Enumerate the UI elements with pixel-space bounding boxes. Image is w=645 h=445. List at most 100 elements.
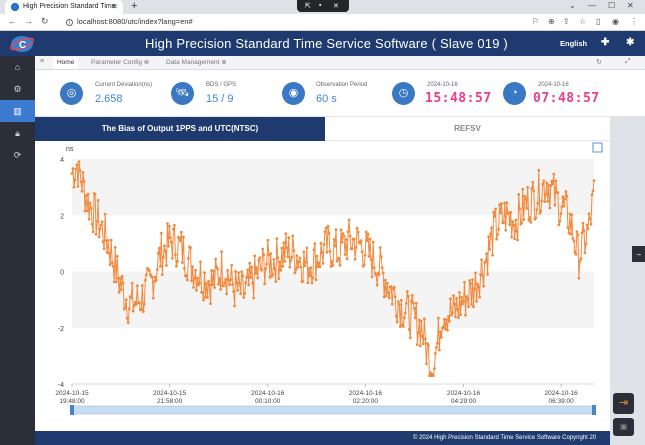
data-point: [123, 306, 127, 309]
data-point: [225, 292, 229, 296]
fullscreen-icon[interactable]: ⤢: [625, 58, 631, 65]
plus-icon[interactable]: ✚: [601, 37, 610, 48]
data-point: [369, 258, 373, 261]
close-remote-icon[interactable]: ✕: [333, 3, 339, 10]
data-point: [108, 263, 112, 266]
data-point: [531, 180, 535, 184]
sidebar-item-lock[interactable]: 🔒︎: [0, 122, 35, 144]
data-point: [228, 283, 232, 287]
data-point: [235, 281, 239, 284]
tab-bias-1pps[interactable]: The Bias of Output 1PPS and UTC(NTSC): [35, 117, 325, 141]
data-point: [339, 228, 343, 232]
forward-icon[interactable]: →: [24, 16, 33, 26]
data-point: [130, 281, 134, 285]
data-point: [95, 220, 99, 223]
data-point: [271, 273, 275, 276]
profile-icon[interactable]: ◉: [612, 17, 619, 26]
refresh-icon[interactable]: ↻: [596, 59, 602, 66]
data-point: [89, 206, 93, 210]
tab-data-management[interactable]: Data Management ⊗: [166, 58, 227, 66]
data-point: [207, 280, 210, 283]
data-point: [347, 218, 351, 222]
data-point: [98, 227, 102, 231]
grid-band: [72, 271, 594, 328]
browser-tab[interactable]: High Precision Standard Time ✕: [5, 0, 123, 14]
back-icon[interactable]: ←: [8, 16, 17, 26]
data-point: [433, 367, 436, 370]
data-point: [526, 186, 530, 189]
data-point: [160, 273, 164, 276]
pin-icon[interactable]: ▪: [319, 2, 322, 9]
translate-icon[interactable]: ⚐: [532, 17, 540, 26]
export-icon[interactable]: ⇥: [613, 393, 634, 414]
data-point: [386, 291, 390, 295]
data-point: [129, 296, 133, 300]
chevron-down-icon[interactable]: ⌄: [569, 1, 576, 10]
data-point: [190, 279, 193, 283]
tab-refsv[interactable]: REFSV: [325, 117, 610, 141]
reload-icon[interactable]: ↻: [41, 16, 49, 26]
new-tab-icon[interactable]: +: [131, 0, 138, 12]
window-close-icon[interactable]: ✕: [627, 1, 634, 10]
data-point: [440, 336, 443, 339]
bookmark-icon[interactable]: ☆: [579, 17, 587, 26]
close-icon[interactable]: ✕: [111, 2, 118, 11]
data-point: [312, 248, 316, 252]
data-point: [240, 270, 244, 273]
data-point: [245, 275, 249, 279]
pointer-icon[interactable]: ⇱: [305, 3, 311, 10]
close-icon[interactable]: ⊗: [143, 59, 150, 66]
language-selector[interactable]: English: [560, 39, 588, 48]
data-point: [472, 305, 475, 309]
globe-icon: [11, 3, 19, 11]
maximize-icon[interactable]: ☐: [608, 1, 616, 10]
data-point: [355, 226, 359, 230]
data-point: [493, 215, 496, 218]
data-point: [423, 317, 426, 321]
data-point: [368, 237, 372, 241]
data-point: [85, 209, 89, 213]
sidebar-item-chart[interactable]: ▥: [0, 100, 35, 122]
panel-icon[interactable]: ▣: [613, 418, 634, 436]
data-point: [396, 300, 400, 303]
info-icon[interactable]: i: [66, 18, 73, 26]
data-point: [276, 256, 280, 260]
sidebar-item-home[interactable]: ⌂: [0, 56, 35, 78]
data-point: [561, 195, 565, 199]
data-point: [345, 257, 349, 261]
data-point: [387, 296, 391, 300]
arrow-right-icon[interactable]: →: [632, 246, 645, 262]
data-point: [383, 278, 387, 282]
data-point: [471, 278, 474, 281]
data-point: [585, 223, 589, 227]
data-point: [94, 232, 98, 236]
data-point: [331, 264, 335, 267]
menu-dots-icon[interactable]: ⋮: [630, 17, 638, 26]
minimize-icon[interactable]: —: [588, 1, 596, 10]
zoom-icon[interactable]: ⊕: [548, 17, 555, 26]
data-point: [181, 261, 184, 264]
menu-toggle-icon[interactable]: ≡: [40, 58, 45, 65]
data-point: [481, 274, 484, 277]
data-point: [192, 286, 195, 289]
data-point: [230, 263, 234, 267]
gear-icon[interactable]: ✱: [626, 37, 635, 48]
tab-parameter-config[interactable]: Parameter Config ⊗: [91, 58, 149, 66]
data-point: [586, 227, 590, 231]
sidebar-item-settings[interactable]: ⚙: [0, 78, 35, 100]
data-point: [529, 220, 533, 224]
url-field[interactable]: i localhost:8080/utc/index?lang=en#: [66, 17, 193, 26]
data-point: [156, 252, 160, 255]
share-icon[interactable]: ⇪: [563, 17, 570, 26]
data-point: [454, 315, 457, 319]
tab-home[interactable]: Home: [53, 57, 79, 69]
data-point: [495, 237, 498, 241]
data-point: [78, 169, 82, 172]
data-point: [256, 276, 260, 280]
data-point: [303, 264, 307, 268]
data-point: [587, 212, 591, 216]
split-view-icon[interactable]: ▯: [596, 17, 601, 26]
data-point: [505, 201, 509, 205]
close-icon[interactable]: ⊗: [221, 59, 227, 66]
sidebar-item-sync[interactable]: ⟳: [0, 144, 35, 166]
